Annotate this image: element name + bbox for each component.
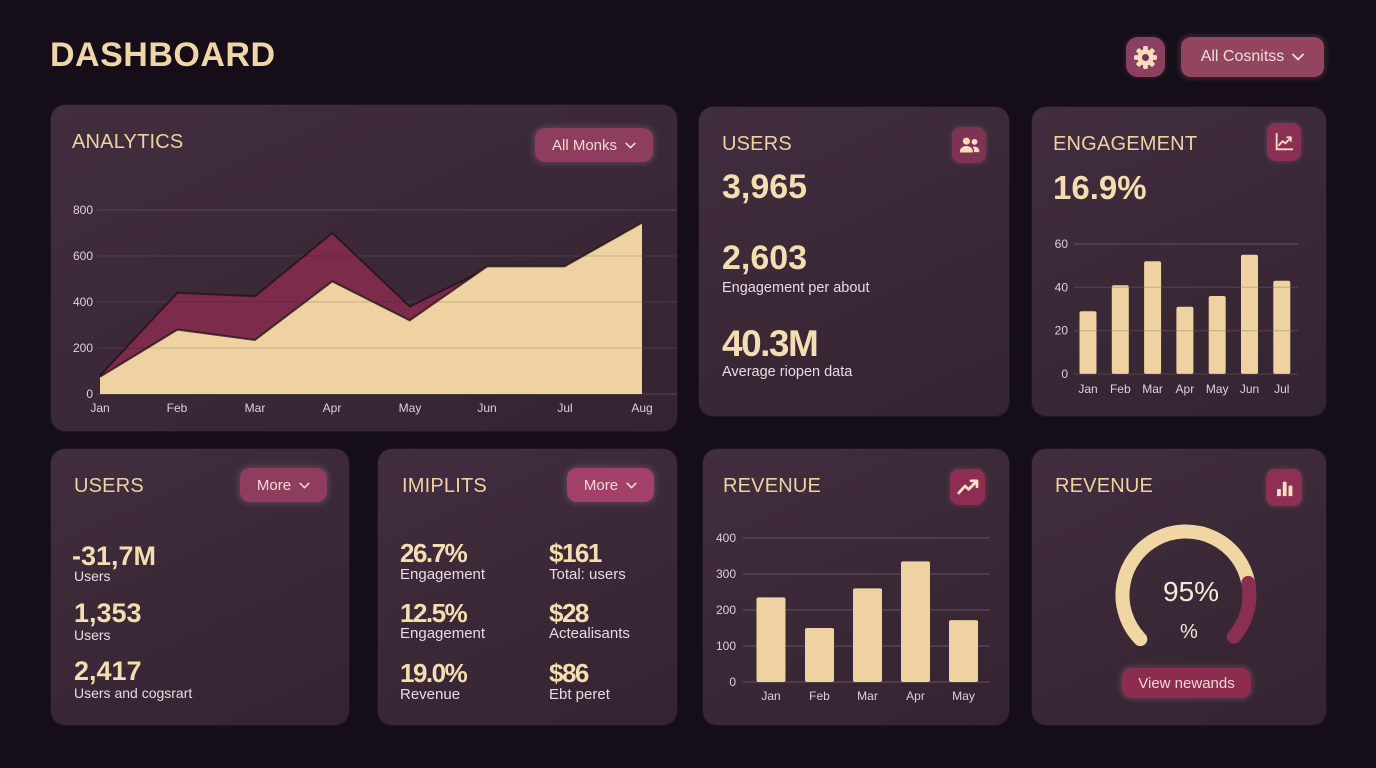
svg-text:100: 100 — [716, 639, 736, 653]
svg-text:Apr: Apr — [906, 689, 925, 703]
svg-text:0: 0 — [729, 675, 736, 689]
svg-text:Aug: Aug — [631, 401, 652, 415]
svg-text:200: 200 — [73, 341, 93, 355]
svg-text:Jun: Jun — [1240, 382, 1259, 396]
svg-text:Jul: Jul — [557, 401, 572, 415]
svg-text:60: 60 — [1055, 237, 1069, 251]
svg-text:May: May — [1206, 382, 1229, 396]
svg-text:Mar: Mar — [1142, 382, 1163, 396]
svg-text:600: 600 — [73, 249, 93, 263]
svg-text:Mar: Mar — [245, 401, 266, 415]
svg-text:Jan: Jan — [90, 401, 109, 415]
svg-text:Apr: Apr — [1176, 382, 1195, 396]
svg-text:Feb: Feb — [1110, 382, 1131, 396]
svg-text:20: 20 — [1055, 324, 1069, 338]
svg-text:Jul: Jul — [1274, 382, 1289, 396]
svg-text:May: May — [952, 689, 975, 703]
svg-text:800: 800 — [73, 203, 93, 217]
svg-text:40: 40 — [1055, 280, 1069, 294]
svg-text:400: 400 — [73, 295, 93, 309]
svg-text:0: 0 — [1061, 367, 1068, 381]
svg-text:0: 0 — [86, 387, 93, 401]
svg-text:May: May — [399, 401, 422, 415]
svg-text:Jan: Jan — [761, 689, 780, 703]
svg-text:Mar: Mar — [857, 689, 878, 703]
svg-text:200: 200 — [716, 603, 736, 617]
svg-text:Apr: Apr — [323, 401, 342, 415]
svg-text:Feb: Feb — [167, 401, 188, 415]
svg-text:Jun: Jun — [477, 401, 496, 415]
svg-text:400: 400 — [716, 531, 736, 545]
svg-text:300: 300 — [716, 567, 736, 581]
svg-text:Feb: Feb — [809, 689, 830, 703]
svg-text:Jan: Jan — [1078, 382, 1097, 396]
